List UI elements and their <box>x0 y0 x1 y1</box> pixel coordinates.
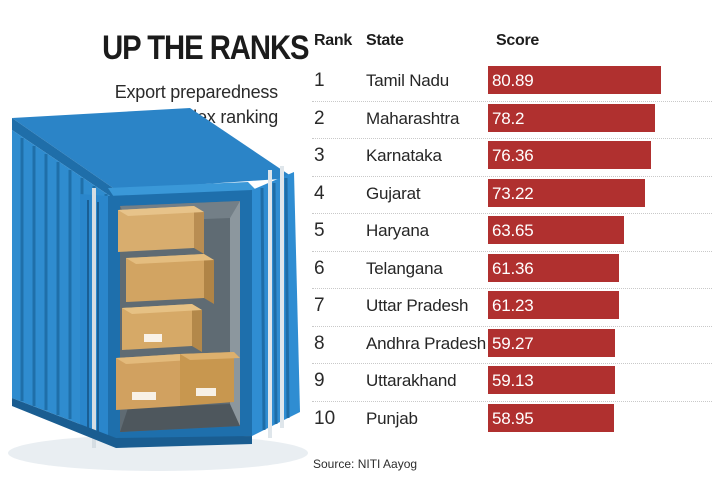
rank-label: 6 <box>314 257 325 279</box>
score-bar <box>488 403 615 432</box>
table-row: 3 Karnataka 76.36 <box>312 139 712 177</box>
state-label: Telangana <box>366 258 443 278</box>
ranking-rows: 1 Tamil Nadu 80.89 2 Maharashtra 78.2 3 Karnata… <box>312 64 712 439</box>
score-bar <box>488 66 661 94</box>
container-roof <box>12 108 294 190</box>
subhead: Export preparedness index ranking <box>80 80 279 130</box>
score-value-label: 58.95 <box>492 408 534 428</box>
rank-label: 5 <box>314 220 325 241</box>
row-divider <box>312 325 712 327</box>
state-label: Karnataka <box>366 146 442 165</box>
score-value-label: 59.27 <box>492 333 534 353</box>
row-divider <box>312 288 712 289</box>
state-label: Tamil Nadu <box>366 71 450 90</box>
rank-label: 8 <box>314 332 325 354</box>
score-bar <box>488 291 619 319</box>
state-label: Andhra Pradesh <box>366 333 487 353</box>
score-bar <box>488 366 615 394</box>
score-bar <box>488 328 615 357</box>
table-row: 8 Andhra Pradesh 59.27 <box>312 327 712 364</box>
state-label: Haryana <box>366 221 429 240</box>
table-row: 10 Punjab 58.95 <box>312 402 712 440</box>
row-divider <box>312 138 712 139</box>
rank-label: 2 <box>314 107 325 129</box>
score-value-label: 59.13 <box>492 371 534 390</box>
shipping-container-illustration <box>8 108 308 471</box>
score-value-label: 61.23 <box>492 296 534 315</box>
rank-label: 1 <box>314 70 325 91</box>
table-row: 6 Telangana 61.36 <box>312 252 712 289</box>
table-row: 9 Uttarakhand 59.13 <box>312 364 712 402</box>
rank-label: 9 <box>314 370 325 391</box>
cargo-boxes <box>116 206 240 410</box>
rank-label: 3 <box>314 145 325 166</box>
state-label: Gujarat <box>366 183 421 203</box>
source-note: Source: NITI Aayog <box>313 457 418 471</box>
score-value-label: 63.65 <box>492 221 534 240</box>
score-bar <box>488 253 620 282</box>
row-divider <box>312 363 712 364</box>
score-bar <box>488 216 625 244</box>
row-divider <box>312 400 712 402</box>
state-label: Maharashtra <box>366 108 460 128</box>
score-value-label: 73.22 <box>492 183 534 203</box>
score-bar <box>488 141 652 169</box>
table-row: 2 Maharashtra 78.2 <box>312 102 712 139</box>
row-divider <box>312 250 712 252</box>
column-header-rank: Rank <box>314 32 352 49</box>
score-bar <box>488 178 645 207</box>
score-value-label: 61.36 <box>492 258 534 278</box>
score-value-label: 78.2 <box>492 108 525 128</box>
score-bar <box>488 103 656 132</box>
column-header-score: Score <box>496 32 539 49</box>
row-divider <box>312 175 712 177</box>
score-value-label: 80.89 <box>492 71 534 90</box>
state-label: Uttar Pradesh <box>366 296 469 315</box>
rank-label: 10 <box>314 407 336 429</box>
table-row: 4 Gujarat 73.22 <box>312 177 712 214</box>
table-row: 5 Haryana 63.65 <box>312 214 712 252</box>
score-value-label: 76.36 <box>492 146 534 165</box>
table-row: 7 Uttar Pradesh 61.23 <box>312 289 712 327</box>
state-label: Punjab <box>366 408 418 428</box>
state-label: Uttarakhand <box>366 371 457 390</box>
subhead-line-1: Export preparedness <box>114 82 279 102</box>
table-row: 1 Tamil Nadu 80.89 <box>312 64 712 102</box>
row-divider <box>312 213 712 214</box>
rank-label: 4 <box>314 182 325 204</box>
headline: UP THE RANKS <box>102 29 309 67</box>
column-header-state: State <box>366 32 404 49</box>
row-divider <box>312 100 712 102</box>
rank-label: 7 <box>314 295 325 316</box>
